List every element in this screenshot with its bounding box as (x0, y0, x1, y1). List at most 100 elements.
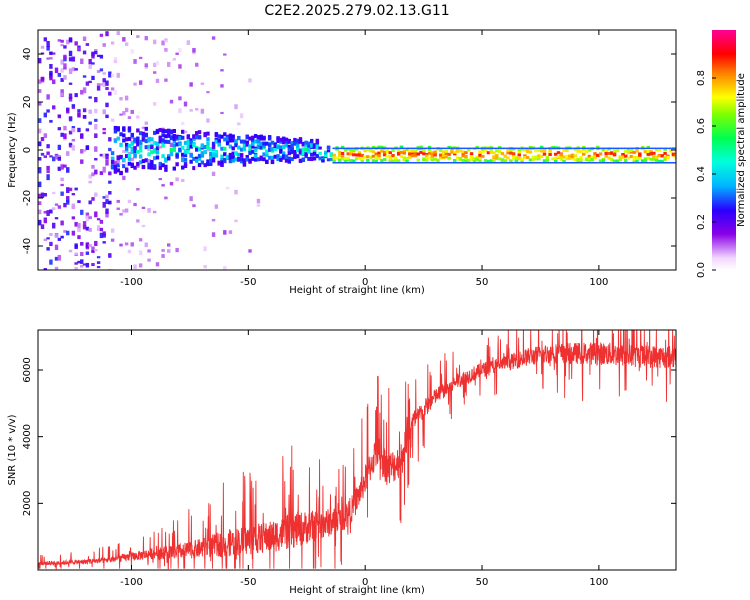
spectrogram-cell (71, 203, 76, 209)
spectrogram-cell (405, 159, 409, 163)
spectrogram-cell (394, 162, 398, 164)
spectrogram-cell (593, 162, 597, 164)
spectrogram-cell (562, 148, 566, 152)
spectrogram-cell (478, 159, 482, 163)
spectrogram-cell (192, 204, 196, 208)
spectrogram-x-tick-label: -100 (120, 277, 143, 288)
spectrogram-cell (436, 158, 440, 162)
spectrogram-cell (38, 181, 42, 188)
spectrogram-cell (618, 147, 622, 150)
spectrogram-cell (38, 169, 42, 174)
spectrogram-cell (245, 142, 249, 147)
spectrogram-cell (441, 150, 446, 154)
spectrogram-cell (85, 145, 90, 150)
spectrogram-cell (534, 162, 538, 164)
spectrogram-cell (427, 145, 432, 149)
spectrogram-cell (640, 159, 645, 163)
spectrogram-cell (509, 159, 513, 163)
spectrogram-cell (167, 133, 171, 138)
spectrogram-cell (621, 147, 625, 150)
spectrogram-cell (127, 156, 132, 161)
spectrogram-cell (284, 158, 289, 163)
spectrogram-cell (253, 148, 258, 153)
spectrogram-cell (503, 162, 507, 164)
spectrogram-cell (514, 159, 519, 163)
spectrogram-cell (562, 159, 566, 163)
spectrogram-cell (590, 155, 594, 159)
spectrogram-cell (206, 161, 210, 166)
spectrogram-cell (82, 108, 87, 113)
spectrogram-cell (108, 180, 112, 184)
spectrogram-cell (340, 157, 345, 161)
spectrogram-cell (245, 135, 249, 140)
spectrogram-cell (573, 154, 578, 158)
spectrogram-cell (352, 147, 356, 150)
spectrogram-cell (349, 148, 353, 152)
spectrogram-cell (270, 147, 275, 152)
spectrogram-cell (96, 85, 101, 91)
spectrogram-cell (509, 148, 513, 152)
spectrogram-cell (425, 162, 429, 164)
snr-x-tick-label: 100 (589, 577, 608, 588)
spectrogram-cell (262, 144, 266, 149)
spectrogram-cell (192, 134, 196, 139)
spectrogram-cell (77, 235, 81, 240)
spectrogram-cell (279, 145, 283, 150)
spectrogram-cell (80, 251, 84, 257)
spectrogram-cell (464, 159, 468, 163)
spectrogram-cell (542, 152, 547, 156)
spectrogram-cell (60, 183, 64, 187)
spectrogram-cell (234, 157, 238, 162)
spectrogram-cell (458, 147, 463, 150)
spectrogram-cell (122, 111, 126, 116)
spectrogram-x-axis-label: Height of straight line (km) (289, 285, 425, 296)
spectrogram-cell (147, 158, 151, 163)
spectrogram-cell (102, 153, 106, 159)
spectrogram-cell (565, 157, 569, 161)
spectrogram-cell (144, 35, 148, 41)
spectrogram-cell (382, 162, 387, 164)
spectrogram-cell (74, 41, 78, 46)
spectrogram-cell (68, 187, 73, 192)
spectrogram-cell (178, 147, 182, 152)
spectrogram-cell (329, 157, 334, 161)
spectrogram-cell (211, 144, 216, 149)
spectrogram-cell (164, 158, 168, 163)
spectrogram-cell (621, 162, 625, 164)
spectrogram-cell (195, 62, 199, 67)
spectrogram-cell (326, 158, 331, 162)
spectrogram-cell (559, 162, 564, 164)
spectrogram-cell (96, 218, 101, 221)
spectrogram-cell (85, 262, 90, 268)
spectrogram-cell (405, 147, 409, 151)
spectrogram-cell (74, 222, 78, 227)
spectrogram-cell (349, 162, 353, 164)
spectrogram-cell (60, 191, 64, 196)
spectrogram-cell (183, 149, 188, 154)
spectrogram-cell (197, 135, 202, 140)
spectrogram-cell (657, 162, 662, 164)
spectrogram-cell (396, 149, 401, 153)
spectrogram-cell (138, 250, 143, 256)
spectrogram-cell (102, 166, 106, 173)
spectrogram-cell (576, 149, 580, 153)
spectrogram-cell (349, 149, 353, 153)
spectrogram-x-tick-label: 0 (362, 277, 368, 288)
spectrogram-cell (335, 147, 339, 151)
spectrogram-cell (649, 162, 653, 164)
spectrogram-cell (273, 154, 277, 159)
spectrogram-cell (360, 162, 364, 164)
spectrogram-cell (99, 68, 104, 72)
spectrogram-cell (147, 138, 151, 143)
spectrogram-cell (338, 153, 342, 157)
spectrogram-cell (141, 137, 146, 142)
spectrogram-cell (310, 152, 314, 157)
spectrogram-cell (164, 167, 168, 172)
spectrogram-cell (638, 147, 642, 150)
spectrogram-cell (483, 162, 488, 164)
spectrogram-cell (444, 155, 449, 159)
spectrogram-cell (562, 147, 566, 150)
spectrogram-cell (138, 80, 143, 85)
spectrogram-cell (175, 177, 179, 182)
spectrogram-cell (551, 162, 555, 164)
